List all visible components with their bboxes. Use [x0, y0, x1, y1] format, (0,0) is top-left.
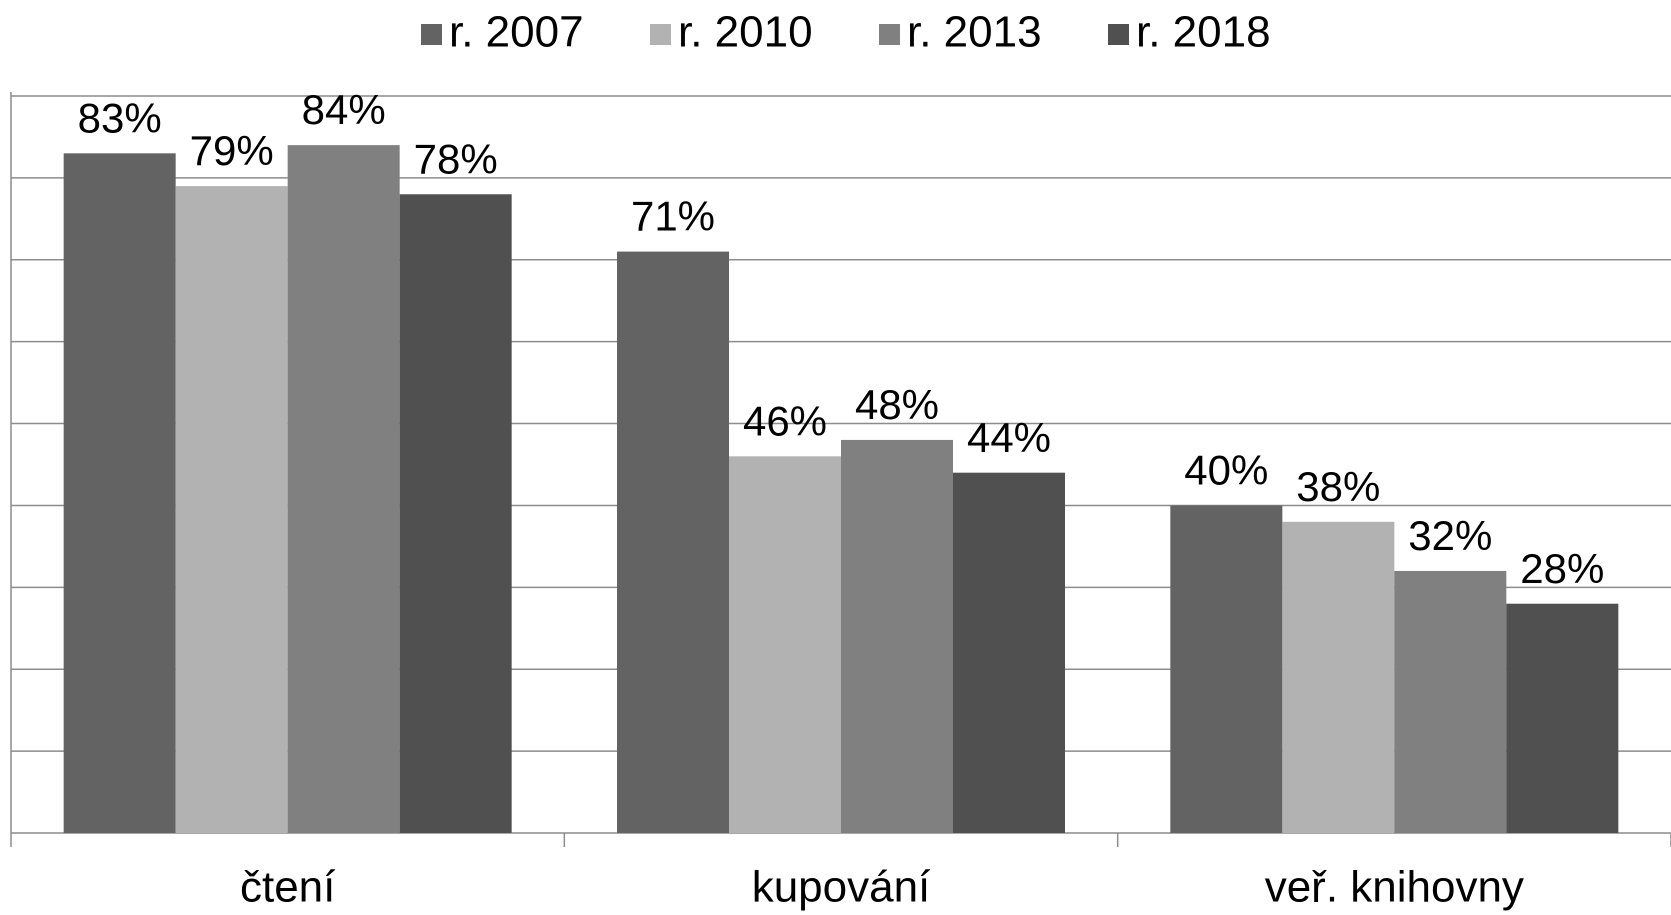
- bar: [1506, 603, 1619, 833]
- data-label: 28%: [1520, 545, 1604, 592]
- data-label: 79%: [190, 127, 274, 174]
- bar: [841, 439, 953, 833]
- legend-label: r. 2018: [1136, 8, 1271, 57]
- bar: [63, 153, 176, 834]
- legend-label: r. 2010: [678, 8, 813, 57]
- legend-label: r. 2007: [449, 8, 584, 57]
- legend-swatch: [879, 24, 900, 45]
- x-tick-label: veř. knihovny: [1265, 863, 1524, 912]
- bar: [1282, 521, 1395, 833]
- bar: [617, 251, 729, 834]
- legend-swatch: [650, 24, 671, 45]
- bar: [729, 456, 841, 833]
- bar: [953, 472, 1065, 833]
- x-tick-label: čtení: [240, 863, 336, 912]
- x-tick-label: kupování: [752, 863, 931, 912]
- legend-swatch: [421, 24, 442, 45]
- legend-swatch: [1108, 24, 1129, 45]
- data-label: 84%: [302, 86, 386, 133]
- data-label: 44%: [967, 414, 1051, 461]
- bar: [287, 145, 400, 834]
- data-label: 71%: [631, 193, 715, 240]
- bar: [1170, 505, 1283, 833]
- data-label: 46%: [743, 397, 827, 444]
- data-label: 48%: [855, 381, 939, 428]
- data-label: 40%: [1184, 447, 1268, 494]
- data-label: 83%: [78, 94, 162, 141]
- bar: [1394, 570, 1507, 833]
- bar: [175, 186, 288, 834]
- data-label: 32%: [1408, 512, 1492, 559]
- data-label: 78%: [414, 135, 498, 182]
- data-label: 38%: [1296, 463, 1380, 510]
- legend-label: r. 2013: [907, 8, 1042, 57]
- bar: [399, 194, 512, 833]
